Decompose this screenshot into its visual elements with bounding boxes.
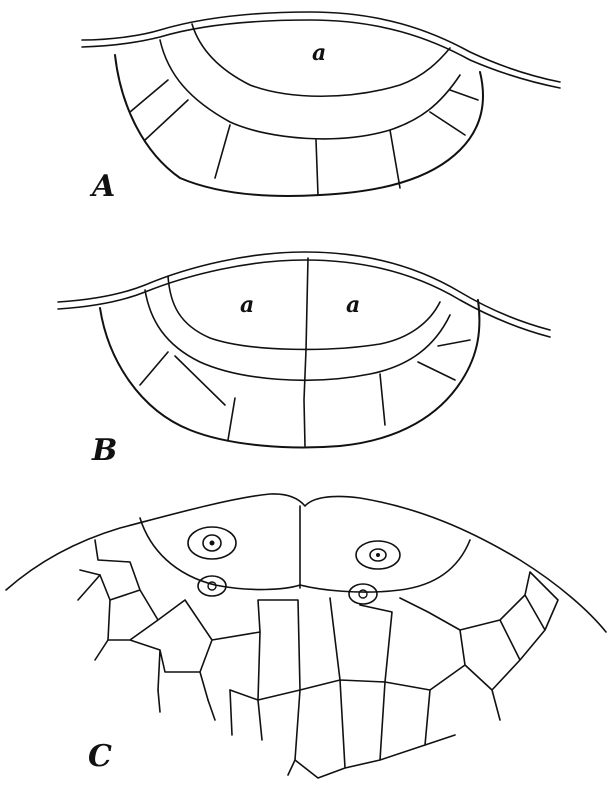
panel-c-nucleolus-left <box>209 540 215 546</box>
panel-b-wall-1 <box>139 351 169 386</box>
panel-b-central-cells <box>167 275 441 351</box>
panel-b-wall-2 <box>174 355 226 406</box>
panel-c-small-nucleolus-right <box>358 589 368 599</box>
panel-a: a A <box>81 11 561 204</box>
panel-b-cell-label-left: a <box>240 292 254 318</box>
panel-c-tissue-hair-left <box>77 574 216 721</box>
panel-b-wall-5 <box>417 361 456 381</box>
panel-a-wall-4 <box>315 139 319 196</box>
panel-a-wall-1 <box>129 79 169 113</box>
panel-a-epidermis-outer <box>81 11 561 83</box>
panel-c-nucleolus-right <box>376 553 380 557</box>
panel-c-small-nucleus-left <box>197 575 227 597</box>
panel-a-wall-6 <box>429 111 466 136</box>
panel-b-epidermis-inner <box>57 259 551 338</box>
panel-a-cell-label: a <box>312 40 326 66</box>
panel-c-nucleus-inner-right <box>369 548 387 562</box>
panel-a-wall-5 <box>389 129 401 189</box>
panel-b: a a B <box>57 251 551 468</box>
panel-c: C <box>5 493 607 779</box>
panel-c-nucleus-outer-right <box>355 540 401 570</box>
panel-b-label: B <box>91 433 117 468</box>
panel-c-tissue-bottom <box>229 689 296 776</box>
panel-c-epidermis <box>5 493 607 633</box>
panel-b-cell-label-right: a <box>346 292 360 318</box>
panel-c-central-cells <box>139 517 471 593</box>
panel-a-outer-boundary <box>114 54 484 197</box>
panel-c-small-nucleolus-left <box>207 581 217 591</box>
panel-c-small-nucleus-right <box>348 583 378 605</box>
panel-c-nucleus-outer-left <box>187 526 237 560</box>
panel-c-tissue-left <box>79 539 261 701</box>
panel-a-inner-layer <box>159 39 461 140</box>
panel-a-central-cell <box>191 23 451 97</box>
panel-b-outer-boundary <box>99 299 481 449</box>
panel-c-tissue-center <box>257 597 431 779</box>
panel-b-center-wall <box>303 257 309 447</box>
panel-a-label: A <box>89 169 115 204</box>
panel-c-tissue-right <box>399 571 559 746</box>
panel-b-wall-6 <box>437 339 471 347</box>
panel-c-label: C <box>88 739 112 774</box>
panel-b-inner-layer <box>144 289 451 382</box>
panel-b-epidermis-outer <box>57 251 551 331</box>
panel-c-nucleus-inner-left <box>202 534 222 552</box>
panel-a-wall-2 <box>144 99 189 141</box>
panel-b-wall-3 <box>227 397 236 441</box>
panel-a-wall-7 <box>449 89 479 101</box>
panel-a-epidermis-inner <box>81 19 561 89</box>
panel-a-wall-3 <box>214 124 231 179</box>
panel-b-wall-4 <box>379 373 386 426</box>
